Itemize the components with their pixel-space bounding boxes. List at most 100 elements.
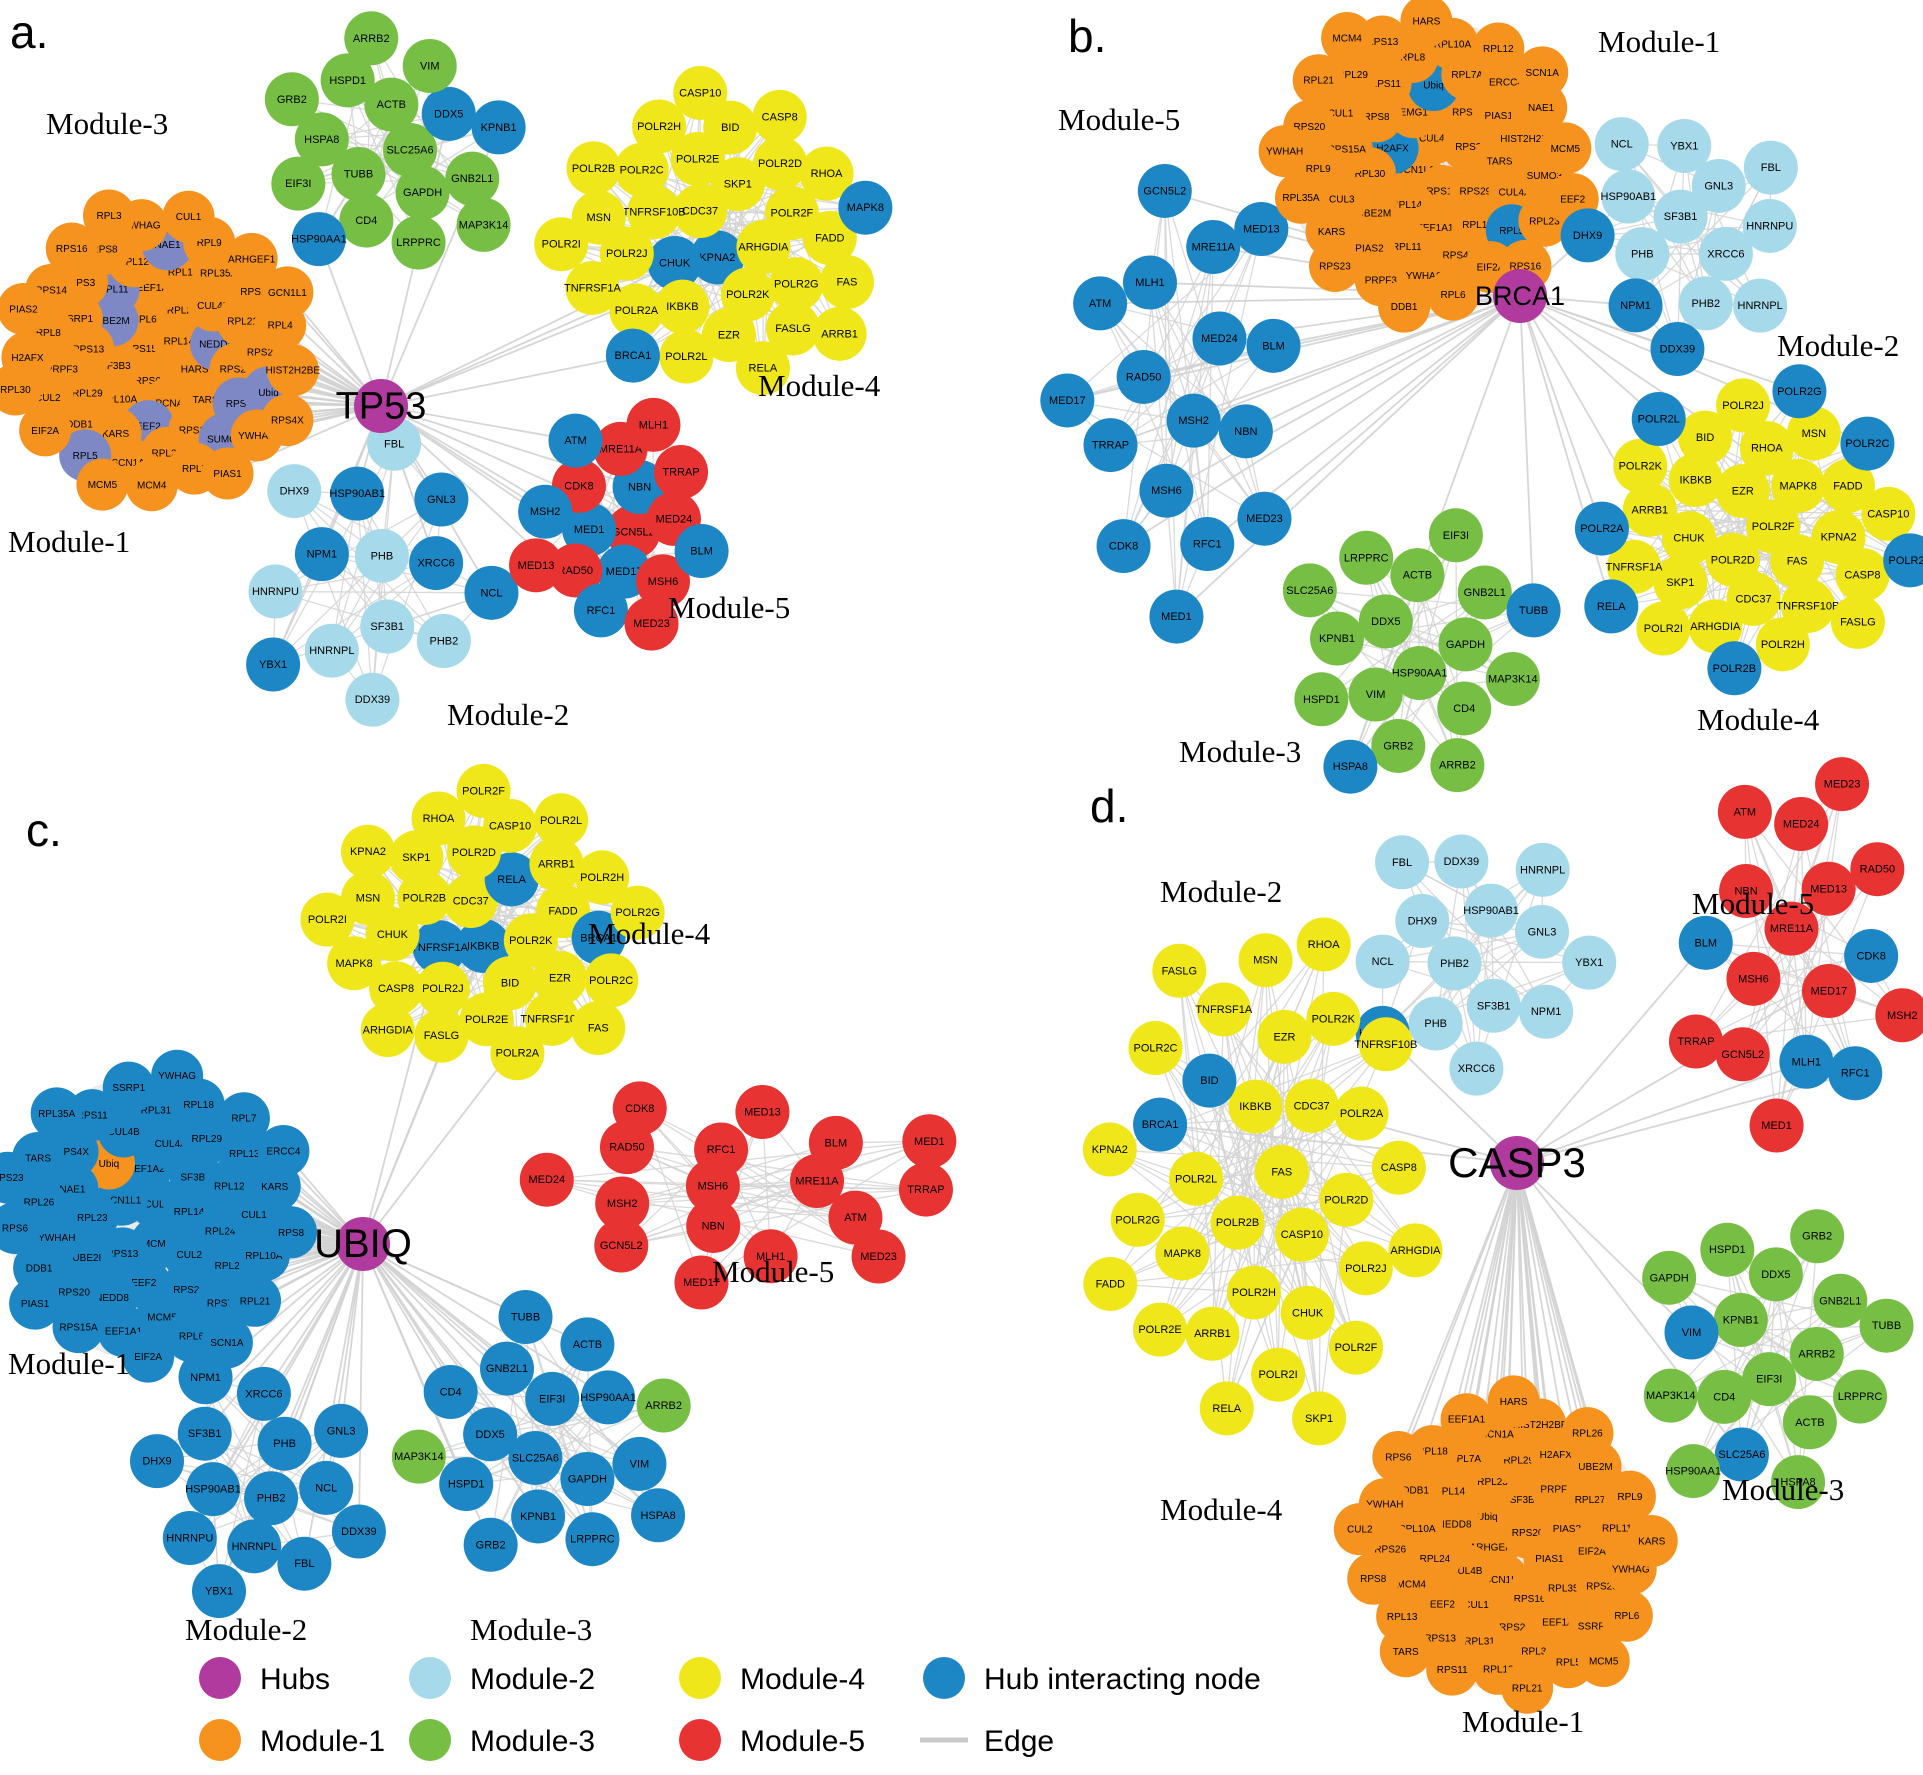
node-label: HIST2H2BE xyxy=(1513,1420,1568,1431)
node-blm xyxy=(1246,318,1301,373)
node-atm xyxy=(1717,784,1772,839)
node-phb xyxy=(257,1416,312,1471)
node-label: POLR2H xyxy=(1232,1287,1276,1299)
node-label: PHB2 xyxy=(257,1493,286,1505)
node-label: RPS23 xyxy=(0,1173,24,1184)
node-gcn1l1 xyxy=(261,266,314,319)
node-label: MED17 xyxy=(683,1277,720,1289)
node-polr2b xyxy=(1210,1195,1265,1250)
node-rpl21 xyxy=(1501,1661,1554,1714)
node-label: RPL7A xyxy=(1451,70,1483,81)
node-atm xyxy=(828,1190,883,1245)
node-label: EZR xyxy=(549,972,571,984)
node-med17 xyxy=(674,1255,729,1310)
node-med13 xyxy=(1234,202,1289,257)
node-label: Ubiq xyxy=(1423,81,1444,92)
node-fas xyxy=(1770,534,1825,589)
node-hars xyxy=(1487,1375,1540,1428)
node-polr2i xyxy=(1636,601,1691,656)
node-label: RPS2 xyxy=(1499,1622,1526,1633)
node-arrb2 xyxy=(636,1378,691,1433)
node-med23 xyxy=(1815,757,1870,812)
edge xyxy=(586,1344,594,1540)
node-label: SF3B1 xyxy=(1477,1000,1511,1012)
node-ezr xyxy=(701,308,756,363)
node-map3k14 xyxy=(1643,1368,1698,1423)
node-label: MSH2 xyxy=(1178,415,1209,427)
node-label: CHUK xyxy=(659,257,691,269)
node-label: RPL35A xyxy=(38,1109,76,1120)
node-dhx9 xyxy=(130,1434,185,1489)
node-label: NPM1 xyxy=(307,549,338,561)
node-label: RPL3 xyxy=(97,211,122,222)
node-label: CASP10 xyxy=(1867,508,1909,520)
hub-edge xyxy=(1165,295,1521,492)
node-label: RPL7 xyxy=(231,1114,256,1125)
node-fbl xyxy=(277,1536,332,1591)
node-gapdh xyxy=(1438,617,1493,672)
hub-edge xyxy=(1519,295,1535,611)
node-label: RAD50 xyxy=(609,1142,644,1154)
edge xyxy=(626,1146,927,1191)
node-label: NPM1 xyxy=(190,1372,221,1384)
node-ddx39 xyxy=(331,1504,386,1559)
node-label: RPL9 xyxy=(1617,1492,1642,1503)
node-label: RPL10A xyxy=(1434,39,1472,50)
module-label: Module-5 xyxy=(1058,102,1180,137)
edge xyxy=(1635,167,1772,306)
hub-label: CASP3 xyxy=(1448,1139,1586,1186)
node-label: HARS xyxy=(1500,1397,1528,1408)
node-label: POLR2L xyxy=(540,815,582,827)
node-label: POLR2H xyxy=(580,872,624,884)
node-label: RPL24 xyxy=(205,1227,236,1238)
node-label: MED1 xyxy=(574,524,605,536)
node-tnfrsf10b xyxy=(1358,1017,1413,1072)
node-ybx1 xyxy=(192,1564,247,1619)
node-label: EMG1 xyxy=(1400,108,1429,119)
edge xyxy=(272,562,437,666)
node-label: DDX39 xyxy=(1444,856,1479,868)
node-chuk xyxy=(1662,511,1717,566)
node-label: KARS xyxy=(102,429,130,440)
node-label: GAPDH xyxy=(1446,639,1485,651)
node-gnl3 xyxy=(1691,158,1746,213)
node-lrpprc xyxy=(1339,530,1394,585)
node-label: RPS15A xyxy=(125,344,164,355)
node-label: SLC25A6 xyxy=(512,1452,559,1464)
edge xyxy=(1726,1249,1743,1455)
node-label: CDC37 xyxy=(1736,593,1772,605)
node-label: ARHGDIA xyxy=(363,1025,414,1037)
node-polr2i xyxy=(534,217,589,272)
module-label: Module-3 xyxy=(470,1612,592,1647)
node-cd4 xyxy=(1697,1369,1752,1424)
node-label: RHOA xyxy=(1751,443,1783,455)
hub-edge xyxy=(362,1243,594,1540)
node-eif3i xyxy=(271,156,326,211)
node-ywhag xyxy=(151,1049,204,1102)
node-label: MED24 xyxy=(1783,819,1820,831)
node-polr2j xyxy=(1338,1241,1393,1296)
node-label: LRPPRC xyxy=(1838,1391,1883,1403)
node-label: MED17 xyxy=(1049,395,1086,407)
node-ddx39 xyxy=(1650,322,1705,377)
node-ddx39 xyxy=(1434,834,1489,889)
node-hsp90ab1 xyxy=(330,466,385,521)
node-label: FBL xyxy=(384,438,404,450)
node-label: RPL27 xyxy=(1575,1495,1606,1506)
node-label: GNL3 xyxy=(427,494,456,506)
node-gnb2l1 xyxy=(480,1341,535,1396)
node-label: BID xyxy=(721,122,739,134)
node-label: KPNB1 xyxy=(520,1511,556,1523)
node-hspd1 xyxy=(1294,672,1349,727)
node-label: RPL13 xyxy=(1387,1612,1418,1623)
node-hspa8 xyxy=(1323,739,1378,794)
panel-letter: c. xyxy=(26,804,62,856)
node-label: NEDD8 xyxy=(199,340,233,351)
node-slc25a6 xyxy=(1282,563,1337,618)
node-label: MCM4 xyxy=(137,481,167,492)
node-label: CHUK xyxy=(1673,533,1705,545)
node-label: ARHGDIA xyxy=(1690,621,1741,633)
node-label: EZR xyxy=(718,330,740,342)
node-label: BLM xyxy=(1262,340,1285,352)
